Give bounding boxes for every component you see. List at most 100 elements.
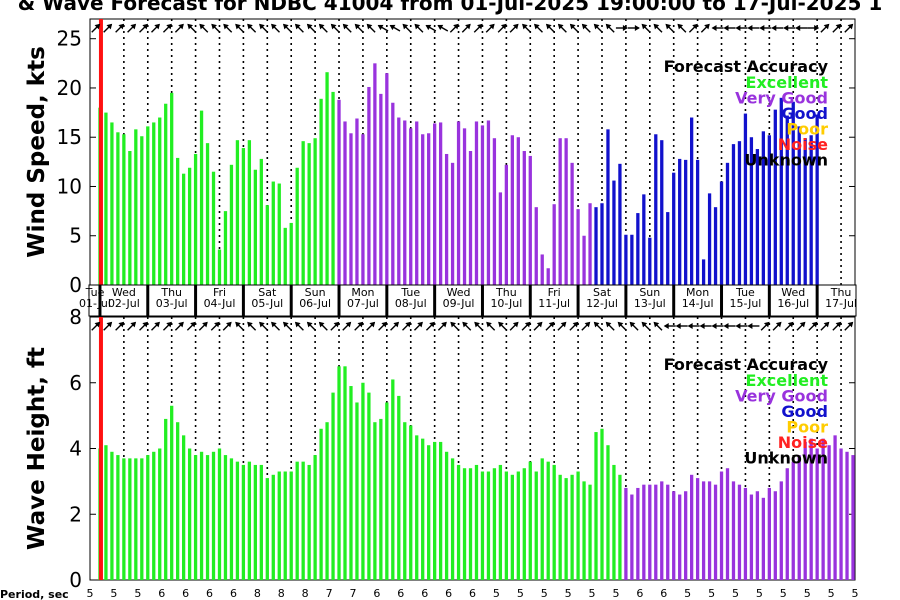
bar: [528, 461, 532, 580]
bar: [737, 141, 742, 285]
date-label: 06-Jul: [299, 297, 331, 310]
direction-arrow-icon: [198, 321, 208, 331]
period-value: 5: [756, 587, 763, 600]
bar: [409, 128, 413, 285]
period-value: 5: [828, 587, 835, 600]
bar: [164, 103, 168, 286]
day-of-week-label: Sun: [305, 286, 326, 299]
direction-arrow-icon: [151, 23, 160, 33]
direction-arrow-icon: [354, 23, 364, 33]
bar: [648, 237, 652, 285]
bar: [594, 207, 598, 285]
day-of-week-label: Wed: [447, 286, 471, 299]
direction-arrow-icon: [378, 321, 388, 331]
legend-entry: Good: [781, 402, 828, 421]
bar: [444, 153, 449, 285]
bar: [492, 138, 497, 285]
bar: [295, 167, 299, 285]
bar: [594, 432, 598, 580]
bar: [719, 471, 724, 580]
period-value: 5: [110, 587, 117, 600]
direction-arrow-icon: [629, 321, 639, 331]
bar: [361, 134, 365, 285]
direction-arrow-icon: [711, 25, 724, 31]
bar: [427, 133, 431, 285]
day-of-week-label: Tue: [735, 286, 755, 299]
bar: [259, 464, 263, 580]
bar: [373, 63, 377, 286]
date-label: 11-Jul: [538, 297, 570, 310]
bar: [684, 491, 688, 580]
bar: [128, 458, 132, 580]
direction-arrow-icon: [771, 25, 784, 31]
period-value: 8: [302, 587, 309, 600]
bar: [773, 491, 777, 580]
bar: [379, 418, 383, 580]
direction-arrow-icon: [832, 23, 842, 33]
day-of-week-label: Tue: [85, 286, 105, 299]
bar: [134, 129, 138, 285]
bar: [355, 402, 359, 580]
date-label: 05-Jul: [251, 297, 283, 310]
direction-arrow-icon: [711, 323, 724, 329]
bar: [588, 484, 592, 580]
bar: [104, 445, 108, 580]
bar: [421, 134, 425, 285]
direction-arrow-icon: [509, 321, 519, 331]
direction-arrow-icon: [688, 23, 698, 33]
bar: [666, 484, 670, 580]
direction-arrow-icon: [699, 323, 712, 329]
direction-arrow-icon: [581, 321, 591, 331]
direction-arrow-icon: [557, 321, 567, 331]
bar: [707, 193, 712, 285]
direction-arrow-icon: [723, 323, 736, 329]
direction-arrow-icon: [450, 321, 460, 331]
bar: [468, 468, 473, 580]
bar: [104, 112, 108, 285]
bar: [301, 141, 305, 285]
bar: [319, 428, 323, 580]
bar: [504, 164, 509, 285]
day-of-week-label: Fri: [213, 286, 226, 299]
direction-arrow-icon: [342, 23, 352, 33]
direction-arrow-icon: [115, 23, 125, 33]
day-of-week-label: Mon: [351, 286, 374, 299]
bar: [337, 99, 341, 285]
direction-arrow-icon: [449, 23, 459, 33]
period-value: 5: [493, 587, 500, 600]
period-value: 5: [852, 587, 859, 600]
period-value: 5: [87, 587, 94, 600]
y-tick-label: 6: [69, 371, 82, 395]
bar: [301, 461, 305, 580]
direction-arrow-icon: [641, 321, 651, 331]
period-value: 6: [636, 587, 643, 600]
period-value: 5: [541, 587, 548, 600]
direction-arrow-icon: [497, 23, 507, 33]
day-of-week-label: Mon: [686, 286, 709, 299]
bar: [648, 484, 652, 580]
period-value: 5: [804, 587, 811, 600]
bar: [540, 458, 544, 580]
bar: [193, 455, 198, 580]
bar: [211, 171, 216, 285]
bar: [313, 455, 317, 580]
direction-arrow-icon: [151, 321, 160, 331]
bar: [134, 458, 138, 580]
bar: [253, 464, 257, 580]
bar: [576, 209, 580, 285]
direction-arrow-icon: [545, 321, 555, 331]
bar: [713, 207, 718, 285]
bar: [672, 491, 676, 580]
direction-arrow-icon: [844, 321, 854, 331]
bar: [259, 158, 263, 285]
bar: [498, 192, 503, 285]
direction-arrow-icon: [735, 323, 748, 329]
direction-arrow-icon: [783, 25, 796, 31]
period-label: Period, sec: [0, 588, 69, 600]
bar: [689, 117, 694, 285]
bar: [462, 468, 467, 580]
bar: [695, 159, 700, 285]
direction-arrow-icon: [772, 321, 782, 331]
bar: [618, 163, 622, 285]
period-value: 8: [254, 587, 261, 600]
